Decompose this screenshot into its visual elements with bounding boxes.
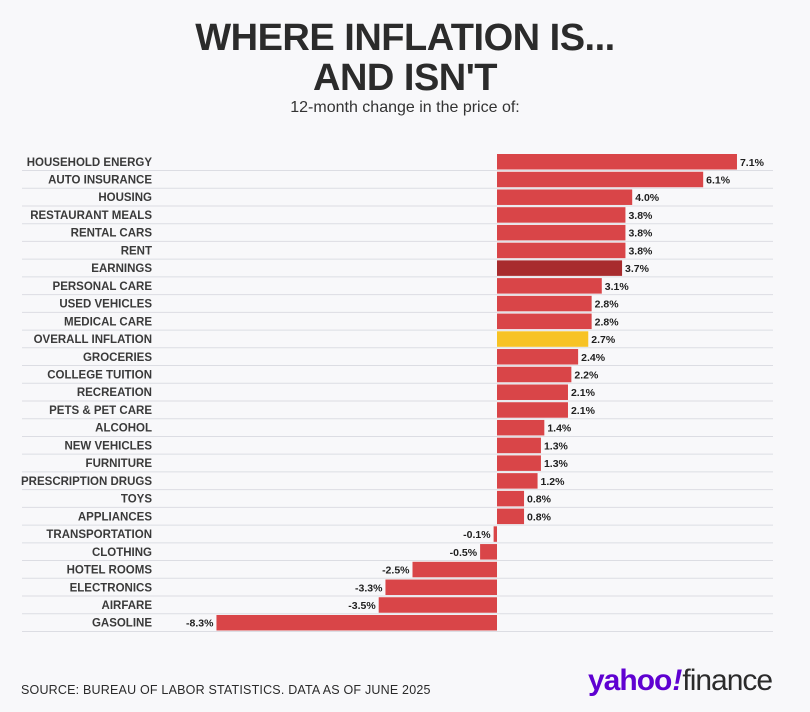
category-label: MEDICAL CARE (64, 316, 152, 328)
data-label: -0.1% (463, 529, 491, 541)
category-label: TRANSPORTATION (46, 529, 152, 541)
category-label: RENT (121, 245, 152, 257)
category-label: EARNINGS (91, 263, 152, 275)
category-label: RESTAURANT MEALS (30, 210, 152, 222)
data-label: 2.7% (591, 334, 616, 346)
data-label: 3.1% (605, 281, 630, 293)
data-label: 4.0% (635, 192, 660, 204)
bar (497, 278, 602, 294)
bar (497, 242, 626, 259)
yahoo-finance-logo: yahoo!finance (588, 664, 773, 698)
data-label: 0.8% (527, 511, 552, 523)
bar (497, 224, 626, 241)
data-label: 3.8% (628, 228, 653, 240)
data-label: 3.8% (628, 210, 653, 222)
logo-brand: yahoo (588, 664, 672, 697)
data-label: 1.4% (547, 423, 572, 435)
category-label: PRESCRIPTION DRUGS (21, 476, 152, 488)
data-label: -3.5% (348, 600, 376, 612)
category-label: PETS & PET CARE (49, 405, 152, 417)
category-label: RENTAL CARS (71, 228, 153, 240)
category-label: RECREATION (77, 387, 152, 399)
data-label: -3.3% (355, 582, 383, 594)
bar (480, 544, 497, 560)
data-label: -8.3% (186, 618, 214, 630)
data-label: 1.2% (541, 476, 566, 488)
data-label: 2.2% (574, 370, 599, 382)
data-label: 3.8% (628, 245, 653, 257)
bar (497, 508, 525, 525)
data-label: -2.5% (382, 565, 410, 577)
data-label: 1.3% (544, 440, 569, 452)
bar (493, 526, 497, 542)
chart-title-line-2: AND ISN'T (313, 57, 497, 99)
bar (497, 437, 541, 454)
category-label: OVERALL INFLATION (34, 334, 152, 346)
data-label: 6.1% (706, 174, 731, 186)
bar (497, 154, 737, 170)
category-label: GROCERIES (83, 352, 152, 364)
source-note: SOURCE: BUREAU OF LABOR STATISTICS. DATA… (21, 683, 431, 697)
category-label: ELECTRONICS (70, 582, 153, 594)
category-label: HOUSEHOLD ENERGY (27, 157, 153, 169)
data-label: 2.4% (581, 352, 606, 364)
chart-title-line-1: WHERE INFLATION IS... (195, 17, 615, 59)
bar (497, 295, 592, 312)
bar (378, 597, 497, 613)
bar (497, 189, 633, 205)
category-label: ALCOHOL (95, 423, 152, 435)
logo-bang: ! (672, 664, 682, 697)
data-label: 2.1% (571, 405, 596, 417)
bar (216, 614, 497, 631)
bar (497, 349, 579, 365)
category-label: HOTEL ROOMS (67, 565, 153, 577)
category-label: CLOTHING (92, 547, 152, 559)
data-label: 2.8% (595, 316, 620, 328)
bar (497, 473, 538, 489)
data-label: 1.3% (544, 458, 569, 470)
category-label: PERSONAL CARE (53, 281, 153, 293)
bar (497, 384, 568, 400)
chart-title: WHERE INFLATION IS... AND ISN'T (0, 18, 810, 98)
data-label: 2.8% (595, 299, 620, 311)
category-label: USED VEHICLES (59, 299, 152, 311)
category-label: HOUSING (98, 192, 152, 204)
bar (497, 402, 568, 418)
data-label: 0.8% (527, 494, 552, 506)
category-label: APPLIANCES (78, 511, 152, 523)
bar (497, 490, 525, 507)
category-label: AUTO INSURANCE (48, 174, 152, 186)
category-label: AIRFARE (102, 600, 153, 612)
logo-product: finance (682, 664, 773, 697)
data-label: 7.1% (740, 157, 765, 169)
bar (385, 579, 497, 596)
bar (497, 313, 592, 330)
data-label: -0.5% (450, 547, 478, 559)
category-label: TOYS (121, 494, 152, 506)
bar (497, 366, 572, 383)
bar (412, 561, 497, 578)
bar (497, 260, 623, 276)
bar (497, 171, 704, 188)
data-label: 2.1% (571, 387, 596, 399)
bar (497, 419, 545, 436)
category-label: NEW VEHICLES (64, 440, 152, 452)
bar (497, 207, 626, 223)
category-label: COLLEGE TUITION (47, 370, 152, 382)
category-label: GASOLINE (92, 618, 152, 630)
chart-subtitle: 12-month change in the price of: (290, 99, 520, 116)
data-label: 3.7% (625, 263, 650, 275)
bar (497, 455, 541, 471)
category-label: FURNITURE (86, 458, 153, 470)
bar (497, 331, 589, 347)
